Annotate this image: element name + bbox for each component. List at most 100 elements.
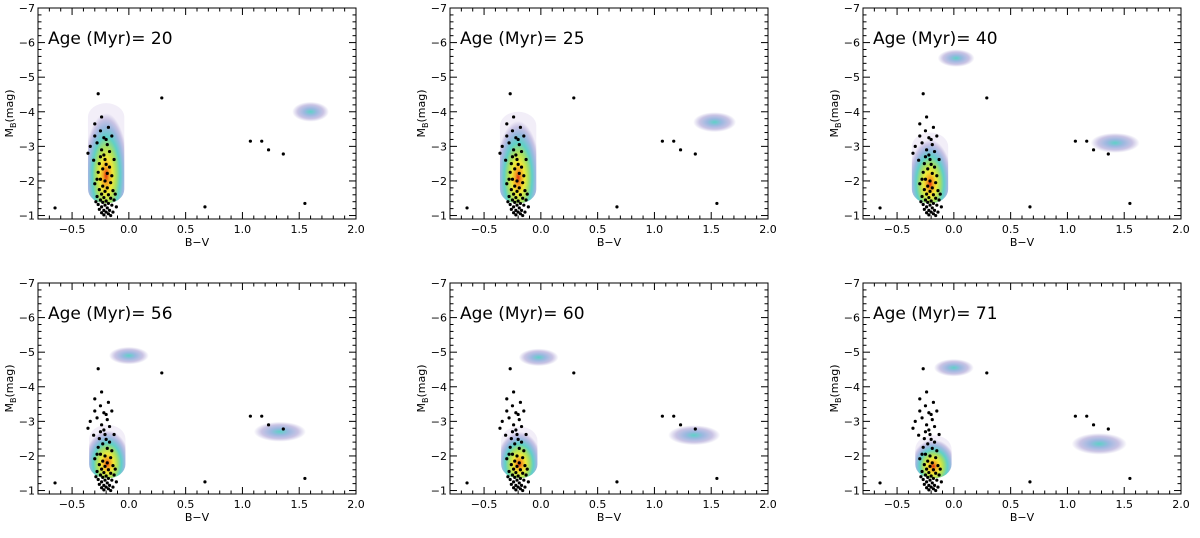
star-point <box>521 196 525 200</box>
star-point <box>932 424 937 429</box>
star-point <box>526 205 530 209</box>
star-point <box>925 192 929 196</box>
star-point <box>516 210 520 214</box>
star-point <box>519 440 524 444</box>
star-point <box>925 211 929 215</box>
star-point <box>53 481 57 485</box>
star-point <box>500 419 504 423</box>
star-point <box>911 426 915 430</box>
star-point <box>98 473 103 477</box>
density-clump-2 <box>668 425 721 446</box>
star-point <box>921 367 925 371</box>
star-point <box>930 461 934 465</box>
star-point <box>931 201 936 206</box>
age-label: Age (Myr)= 25 <box>460 29 585 49</box>
star-point <box>523 210 527 214</box>
star-point <box>97 187 101 192</box>
star-point <box>101 459 105 463</box>
star-point <box>510 473 515 477</box>
x-tick-label: −0.5 <box>59 498 86 511</box>
star-point <box>509 482 513 486</box>
star-point <box>111 210 115 214</box>
panel-2: −0.5 0.0 0.5 1.0 1.5 2.0 −1 −2 −3 −4 −5 −6 −7 B−V MB(m… <box>415 2 777 249</box>
star-point <box>109 213 113 218</box>
y-tick-label: −2 <box>431 175 447 188</box>
star-point <box>507 469 511 474</box>
star-point <box>103 478 107 482</box>
star-point <box>518 193 523 197</box>
star-point <box>521 488 525 493</box>
star-point <box>101 184 105 188</box>
star-point <box>919 200 923 204</box>
star-point <box>510 129 515 133</box>
star-point <box>97 437 101 441</box>
star-point <box>112 198 116 202</box>
star-point <box>92 433 96 437</box>
star-point <box>1128 476 1132 481</box>
star-point <box>923 452 928 456</box>
x-tick-label: 0.0 <box>945 223 963 236</box>
star-point <box>927 195 931 200</box>
star-point <box>939 480 943 484</box>
star-point <box>513 459 517 463</box>
star-point <box>923 177 928 181</box>
star-point <box>524 198 528 202</box>
star-point <box>100 467 104 471</box>
star-point <box>928 464 932 468</box>
y-tick-label: −3 <box>19 415 35 428</box>
star-point <box>515 464 519 468</box>
star-point <box>508 477 512 482</box>
star-point <box>927 428 931 432</box>
star-point <box>109 488 113 493</box>
star-point <box>923 404 928 408</box>
star-point <box>515 478 519 482</box>
star-point <box>104 474 108 478</box>
star-point <box>918 409 922 413</box>
panel-6: −0.5 0.0 0.5 1.0 1.5 2.0 −1 −2 −3 −4 −5 −6 −7 B−V MB(m… <box>828 277 1190 524</box>
y-tick-label: −4 <box>431 106 447 119</box>
x-tick-label: 1.5 <box>1115 498 1133 511</box>
star-point <box>932 149 937 154</box>
star-point <box>511 148 516 152</box>
star-point <box>505 122 509 126</box>
star-point <box>931 193 936 197</box>
star-point <box>1091 423 1096 427</box>
star-point <box>927 488 931 492</box>
x-tick-label: 0.0 <box>120 498 138 511</box>
y-tick-label: −5 <box>431 346 447 359</box>
density-clump-1 <box>518 348 559 367</box>
y-tick-label: −5 <box>19 71 35 84</box>
star-point <box>97 462 101 467</box>
star-point <box>514 470 518 475</box>
star-point <box>107 149 112 154</box>
star-point <box>103 157 107 162</box>
star-point <box>511 115 516 119</box>
star-point <box>918 122 922 126</box>
x-tick-label: −0.5 <box>884 223 911 236</box>
star-point <box>514 428 518 432</box>
star-point <box>929 162 933 166</box>
x-tick-label: −0.5 <box>471 498 498 511</box>
star-point <box>517 461 521 465</box>
star-point <box>106 400 111 404</box>
star-point <box>931 468 936 472</box>
star-point <box>511 480 516 484</box>
star-point <box>93 409 97 413</box>
star-point <box>513 442 517 446</box>
age-label: Age (Myr)= 20 <box>48 29 173 49</box>
star-point <box>515 189 519 193</box>
y-tick-label: −6 <box>431 312 447 325</box>
star-point <box>615 205 619 209</box>
y-axis-label: MB(mag) <box>828 364 843 412</box>
y-tick-label: −6 <box>844 37 860 50</box>
star-point <box>572 371 576 375</box>
star-point <box>922 482 926 486</box>
star-point <box>935 449 939 453</box>
star-point <box>95 469 99 474</box>
star-point <box>927 411 931 415</box>
star-point <box>1028 205 1032 209</box>
star-point <box>101 200 105 204</box>
x-tick-label: 2.0 <box>347 223 365 236</box>
star-point <box>100 390 104 394</box>
star-point <box>930 481 934 485</box>
